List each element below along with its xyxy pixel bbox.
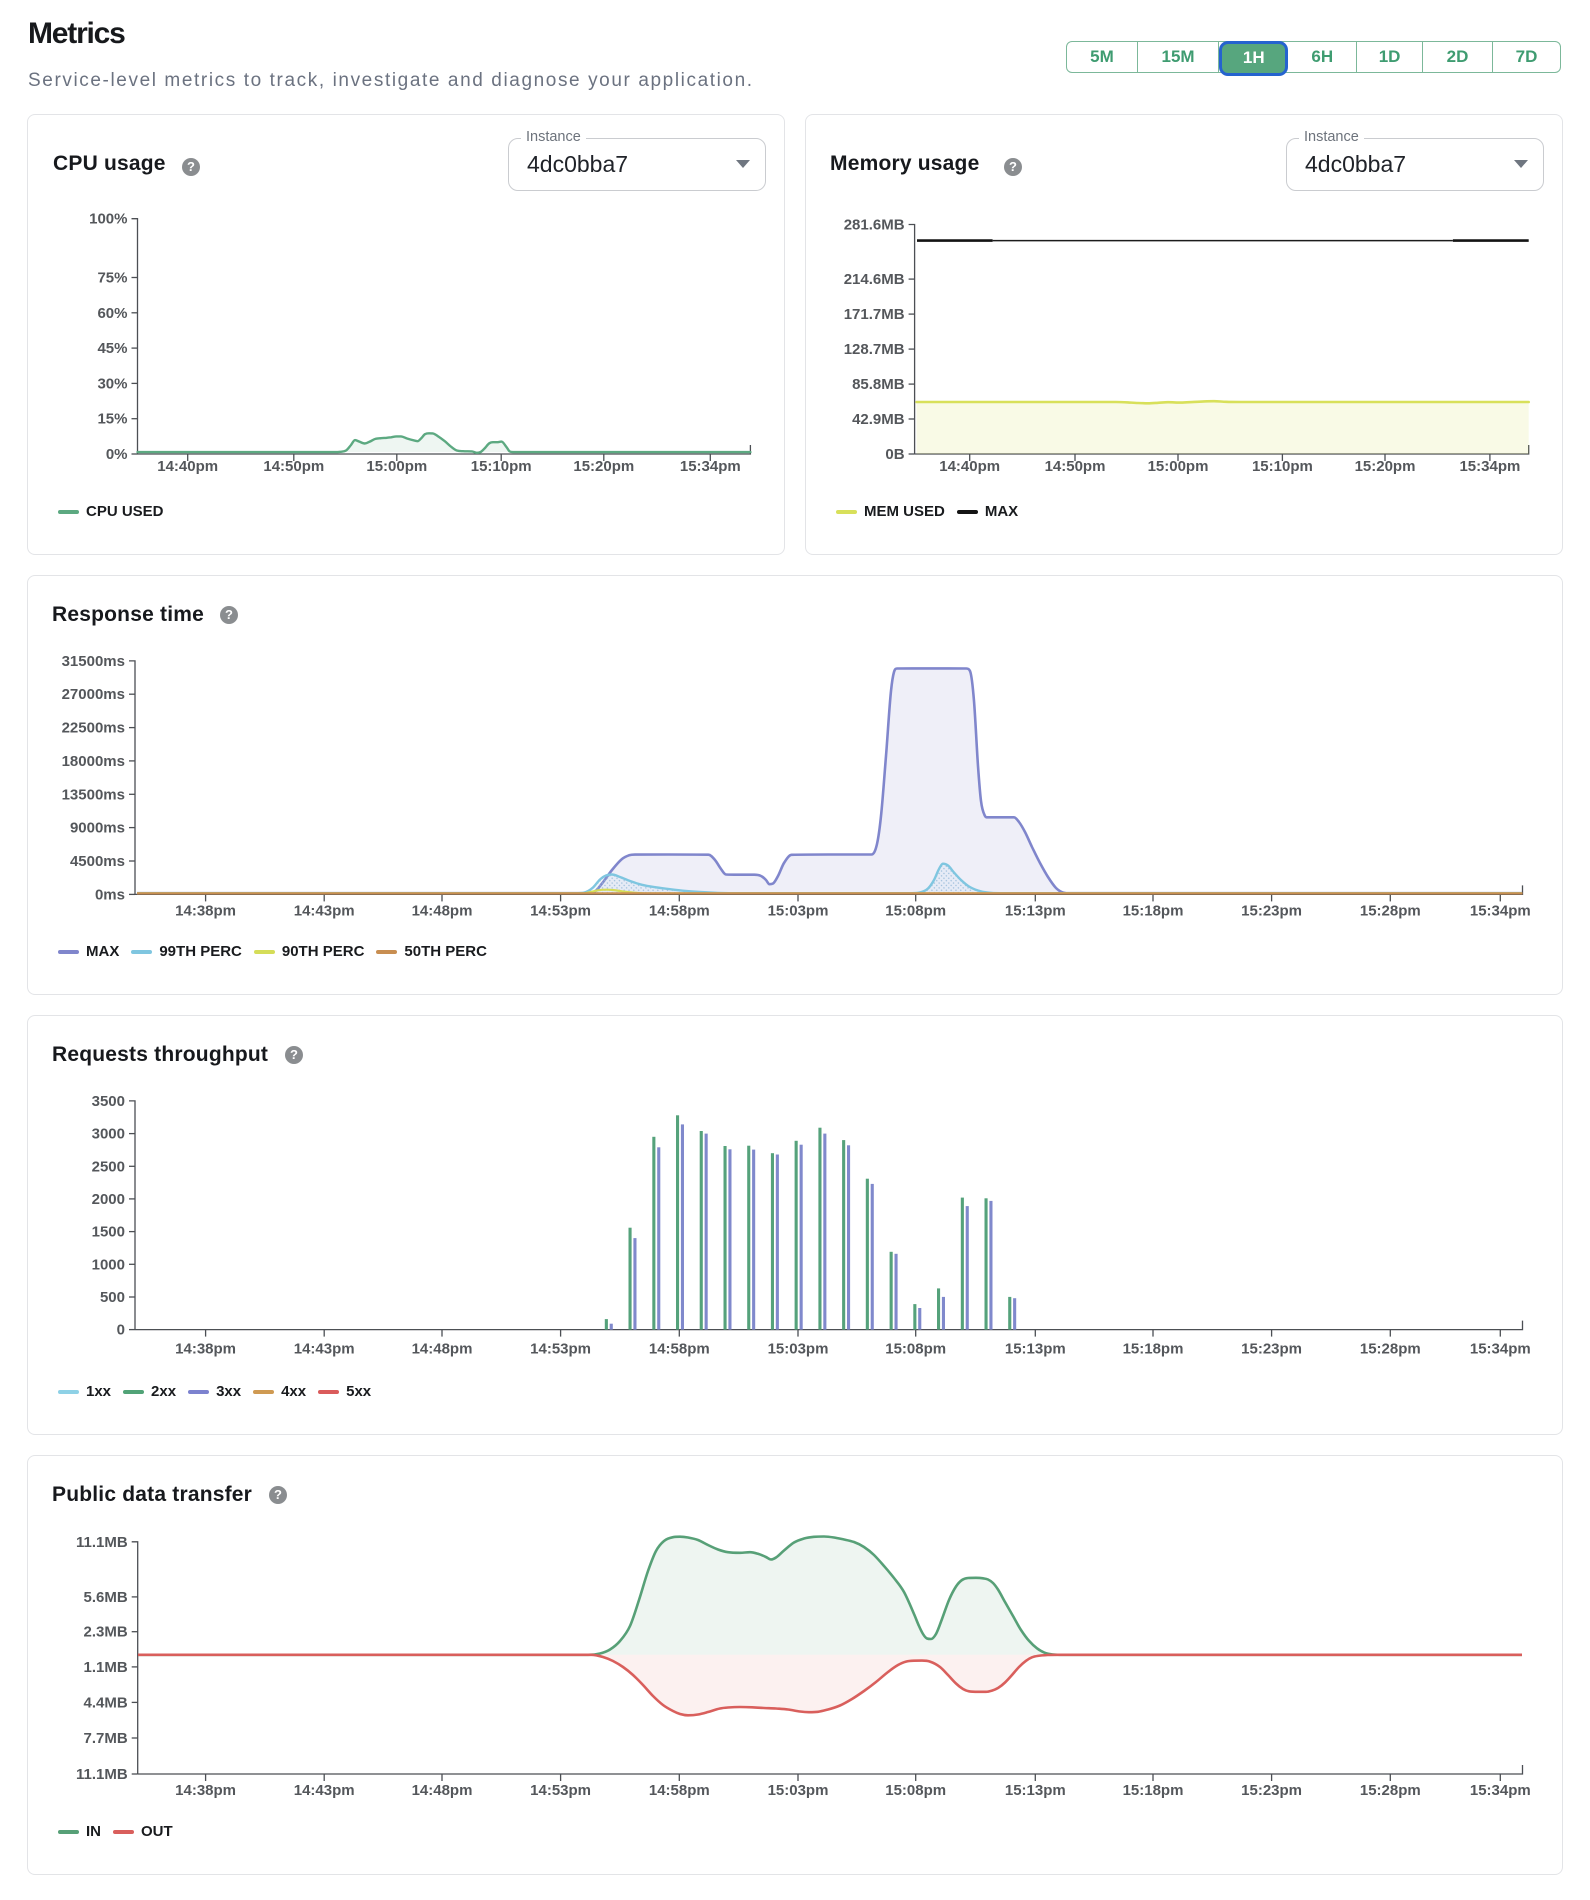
svg-text:30%: 30% [97, 375, 127, 392]
svg-text:1000: 1000 [92, 1256, 125, 1273]
svg-text:15:34pm: 15:34pm [680, 458, 741, 475]
svg-text:15:08pm: 15:08pm [885, 902, 946, 919]
svg-text:14:43pm: 14:43pm [294, 1782, 355, 1799]
svg-text:14:50pm: 14:50pm [1045, 458, 1106, 475]
svg-text:14:48pm: 14:48pm [412, 1341, 473, 1358]
svg-text:15:34pm: 15:34pm [1459, 458, 1520, 475]
svg-text:45%: 45% [97, 340, 127, 357]
svg-text:14:48pm: 14:48pm [412, 902, 473, 919]
svg-text:2000: 2000 [92, 1191, 125, 1208]
svg-text:15:23pm: 15:23pm [1241, 1782, 1302, 1799]
svg-text:15:28pm: 15:28pm [1360, 1782, 1421, 1799]
svg-text:14:58pm: 14:58pm [649, 1782, 710, 1799]
svg-text:100%: 100% [89, 211, 127, 228]
svg-text:14:53pm: 14:53pm [530, 1341, 591, 1358]
svg-text:15:03pm: 15:03pm [768, 1782, 829, 1799]
svg-text:15:10pm: 15:10pm [1252, 458, 1313, 475]
svg-text:14:38pm: 14:38pm [175, 1782, 236, 1799]
svg-text:60%: 60% [97, 305, 127, 322]
svg-text:15:28pm: 15:28pm [1360, 902, 1421, 919]
svg-text:15:03pm: 15:03pm [768, 1341, 829, 1358]
svg-text:15:28pm: 15:28pm [1360, 1341, 1421, 1358]
svg-text:7.7MB: 7.7MB [84, 1730, 128, 1747]
svg-text:14:48pm: 14:48pm [412, 1782, 473, 1799]
svg-text:15:18pm: 15:18pm [1123, 902, 1184, 919]
svg-text:75%: 75% [97, 270, 127, 287]
svg-text:14:43pm: 14:43pm [294, 1341, 355, 1358]
svg-text:42.9MB: 42.9MB [852, 411, 905, 428]
svg-text:0: 0 [117, 1322, 125, 1339]
svg-text:15:08pm: 15:08pm [885, 1782, 946, 1799]
svg-text:14:38pm: 14:38pm [175, 1341, 236, 1358]
svg-text:14:40pm: 14:40pm [939, 458, 1000, 475]
svg-text:15:00pm: 15:00pm [366, 458, 427, 475]
svg-text:18000ms: 18000ms [62, 753, 125, 770]
svg-text:2500: 2500 [92, 1158, 125, 1175]
svg-text:171.7MB: 171.7MB [844, 306, 905, 323]
svg-text:0%: 0% [106, 446, 128, 463]
svg-text:15:23pm: 15:23pm [1241, 902, 1302, 919]
svg-text:22500ms: 22500ms [62, 720, 125, 737]
svg-text:4.4MB: 4.4MB [84, 1694, 128, 1711]
svg-text:281.6MB: 281.6MB [844, 217, 905, 234]
svg-text:15:10pm: 15:10pm [471, 458, 532, 475]
svg-text:15:20pm: 15:20pm [573, 458, 634, 475]
svg-text:15:23pm: 15:23pm [1241, 1341, 1302, 1358]
svg-text:15:34pm: 15:34pm [1470, 902, 1531, 919]
svg-text:15:20pm: 15:20pm [1355, 458, 1416, 475]
svg-text:15:13pm: 15:13pm [1005, 1782, 1066, 1799]
svg-text:14:40pm: 14:40pm [157, 458, 218, 475]
svg-text:14:50pm: 14:50pm [263, 458, 324, 475]
svg-text:128.7MB: 128.7MB [844, 341, 905, 358]
svg-text:85.8MB: 85.8MB [852, 376, 905, 393]
svg-text:3500: 3500 [92, 1093, 125, 1110]
svg-text:9000ms: 9000ms [70, 820, 125, 837]
svg-text:14:53pm: 14:53pm [530, 1782, 591, 1799]
svg-text:15:13pm: 15:13pm [1005, 1341, 1066, 1358]
svg-text:500: 500 [100, 1289, 125, 1306]
svg-text:14:58pm: 14:58pm [649, 902, 710, 919]
svg-text:14:53pm: 14:53pm [530, 902, 591, 919]
svg-text:14:43pm: 14:43pm [294, 902, 355, 919]
svg-text:15:34pm: 15:34pm [1470, 1341, 1531, 1358]
svg-text:31500ms: 31500ms [62, 653, 125, 670]
svg-text:15:18pm: 15:18pm [1123, 1782, 1184, 1799]
svg-text:11.1MB: 11.1MB [76, 1534, 128, 1551]
svg-text:27000ms: 27000ms [62, 686, 125, 703]
svg-text:13500ms: 13500ms [62, 786, 125, 803]
svg-text:4500ms: 4500ms [70, 853, 125, 870]
svg-text:2.3MB: 2.3MB [84, 1624, 128, 1641]
svg-text:5.6MB: 5.6MB [84, 1589, 128, 1606]
svg-text:11.1MB: 11.1MB [76, 1766, 128, 1783]
svg-text:1500: 1500 [92, 1224, 125, 1241]
svg-text:0B: 0B [885, 446, 904, 463]
svg-text:15:03pm: 15:03pm [768, 902, 829, 919]
svg-text:14:58pm: 14:58pm [649, 1341, 710, 1358]
svg-text:15:18pm: 15:18pm [1123, 1341, 1184, 1358]
svg-text:15:13pm: 15:13pm [1005, 902, 1066, 919]
svg-text:15:34pm: 15:34pm [1470, 1782, 1531, 1799]
svg-text:15:00pm: 15:00pm [1148, 458, 1209, 475]
svg-text:3000: 3000 [92, 1126, 125, 1143]
svg-text:0ms: 0ms [95, 886, 125, 903]
svg-text:14:38pm: 14:38pm [175, 902, 236, 919]
svg-text:15:08pm: 15:08pm [885, 1341, 946, 1358]
svg-text:1.1MB: 1.1MB [84, 1659, 128, 1676]
svg-text:214.6MB: 214.6MB [844, 271, 905, 288]
svg-text:15%: 15% [97, 411, 127, 428]
